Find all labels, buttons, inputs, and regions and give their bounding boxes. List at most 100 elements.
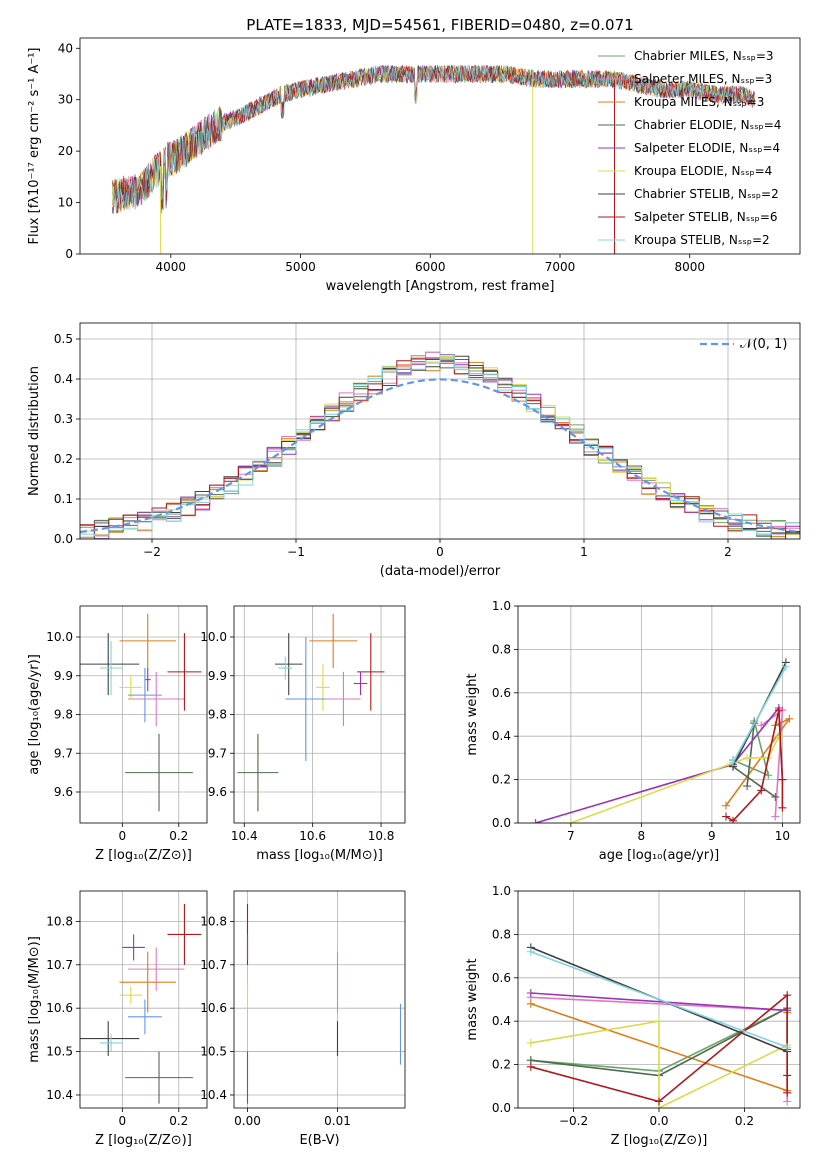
data-marker [764,771,773,780]
y-tick-label: 0.4 [54,372,73,386]
data-marker [655,1017,663,1026]
x-tick-label: 10.4 [231,829,258,843]
y-tick-label: 0.4 [492,729,511,743]
y-tick-label: 20 [58,144,73,158]
data-marker [655,1097,663,1106]
mass-vs-ebv-plot-area [246,904,402,1104]
data-marker [721,812,730,821]
data-marker [526,947,535,956]
weight-vs-Z-chart: −0.2 0.0 0.2 0.0 0.2 0.4 0.6 0.8 1.0 Z [log₁₀(Z/Z… [465,884,801,1148]
y-tick-label: 10.5 [46,1045,73,1059]
x-axis-label: Z [log₁₀(Z/Z⊙)] [95,1133,192,1148]
weight-vs-Z-plot-area [526,943,792,1108]
weight-line [725,710,784,822]
x-tick-label: 5000 [285,260,316,274]
y-tick-label: 10.5 [200,1045,227,1059]
y-tick-label: 10.6 [200,1001,227,1015]
x-tick-label: 0.01 [324,1114,351,1128]
x-tick-label: −1 [287,545,305,559]
y-tick-label: 0.6 [492,686,511,700]
age-vs-mass-chart: 10.4 10.6 10.8 9.6 9.7 9.8 9.9 10.0 mass [log₁₀(… [200,605,406,863]
y-tick-label: 10.0 [200,630,227,644]
age-vs-Z-chart: 0 0.2 9.6 9.7 9.8 9.9 10.0 Z [log₁₀(Z/Z⊙)] age [… [27,605,208,863]
y-tick-label: 0.8 [492,927,511,941]
x-tick-label: 10 [775,829,790,843]
y-axis-label: mass [log₁₀(M/M⊙)] [27,936,42,1063]
data-marker [778,803,787,812]
x-axis-label: Z [log₁₀(Z/Z⊙)] [95,848,192,863]
residuals-plot-area [80,351,800,539]
x-tick-label: 0 [119,1114,127,1128]
data-marker [783,1097,792,1106]
legend-label: Salpeter ELODIE, Nₛₛₚ=4 [634,141,780,155]
mass-vs-Z-chart: 0 0.2 10.4 10.5 10.6 10.7 10.8 Z [log₁₀(Z/Z⊙)] m… [27,890,208,1148]
y-tick-label: 0.3 [54,412,73,426]
data-marker [531,819,540,823]
y-tick-label: 9.7 [208,746,227,760]
data-marker [721,801,730,810]
y-axis-label: mass weight [465,673,480,755]
data-marker [785,714,794,723]
data-marker [526,1062,535,1071]
axes-frame [79,322,801,540]
data-marker [566,819,575,823]
y-tick-label: 10.0 [46,630,73,644]
x-tick-label: 4000 [156,260,187,274]
y-tick-label: 0 [65,247,73,261]
legend-label: Chabrier MILES, Nₛₛₚ=3 [634,49,774,63]
axes-frame [79,37,801,255]
y-tick-label: 0.5 [54,332,73,346]
legend-label: Salpeter MILES, Nₛₛₚ=3 [634,72,772,86]
x-tick-label: 10.6 [299,829,326,843]
chart-title: PLATE=1833, MJD=54561, FIBERID=0480, z=0… [246,16,633,34]
data-marker [774,732,783,741]
spectrum-chart: 4000 5000 6000 7000 8000 0 10 20 30 40 wavelength … [27,16,801,294]
x-tick-label: 9 [708,829,716,843]
y-tick-label: 10.8 [46,914,73,928]
x-axis-label: (data-model)/error [380,564,501,579]
x-tick-label: −0.2 [559,1114,588,1128]
data-marker [743,753,752,762]
legend-label: Chabrier ELODIE, Nₛₛₚ=4 [634,118,781,132]
data-marker [781,662,790,671]
y-tick-label: 0.0 [492,816,511,830]
weight-line [530,1020,788,1108]
x-tick-label: 0.2 [169,1114,188,1128]
x-tick-label: 0.2 [735,1114,754,1128]
age-vs-Z-plot-area [80,613,202,812]
data-marker [729,816,738,823]
spectrum-line [112,64,755,211]
y-tick-label: 9.7 [54,746,73,760]
weight-line [530,992,788,1012]
y-tick-label: 10 [58,196,73,210]
y-tick-label: 10.7 [200,958,227,972]
y-axis-label: Normed distribution [27,366,42,496]
axes-frame [517,890,801,1109]
y-tick-label: 30 [58,93,73,107]
y-tick-label: 0.2 [492,1058,511,1072]
legend-label: Kroupa STELIB, Nₛₛₚ=2 [634,233,770,247]
x-tick-label: 6000 [415,260,446,274]
x-axis-label: age [log₁₀(age/yr)] [599,848,720,863]
x-tick-label: 0 [436,545,444,559]
x-tick-label: 8 [638,829,646,843]
data-marker [783,1071,792,1080]
x-axis-label: E(B-V) [299,1133,339,1148]
y-axis-label: age [log₁₀(age/yr)] [27,654,42,775]
x-tick-label: 8000 [674,260,705,274]
x-tick-label: 7000 [545,260,576,274]
data-marker [729,758,738,767]
y-tick-label: 9.9 [208,669,227,683]
data-marker [526,988,535,997]
data-marker [783,991,792,1000]
y-tick-label: 0.4 [492,1014,511,1028]
axes-frame [517,605,801,824]
y-tick-label: 9.6 [208,785,227,799]
y-axis-label: Flux [fλ10⁻¹⁷ erg cm⁻² s⁻¹ A⁻¹] [27,48,42,245]
y-tick-label: 0.1 [54,492,73,506]
y-axis-label: mass weight [465,958,480,1040]
x-axis-label: Z [log₁₀(Z/Z⊙)] [611,1133,708,1148]
x-axis-label: wavelength [Angstrom, rest frame] [326,279,555,294]
y-tick-label: 10.7 [46,958,73,972]
